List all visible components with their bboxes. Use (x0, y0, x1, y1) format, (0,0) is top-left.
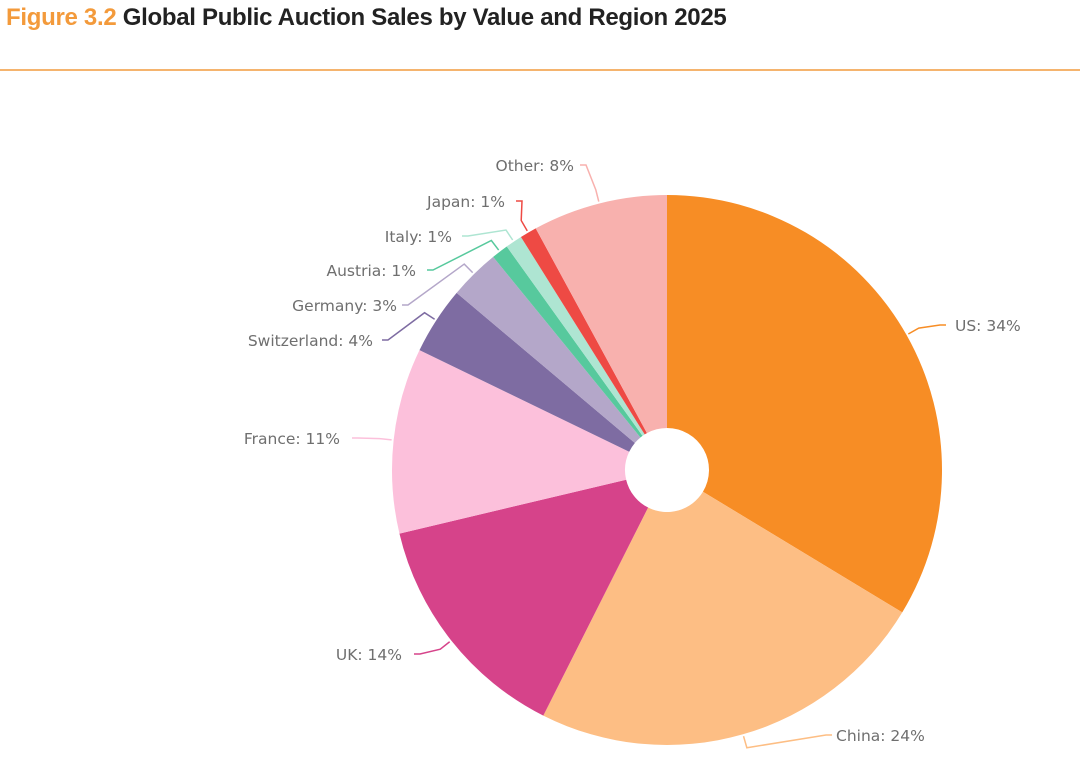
data-label-france: France: 11% (244, 430, 340, 448)
data-label-us: US: 34% (955, 317, 1021, 335)
slice-japan (520, 228, 647, 435)
leader-line-switzerland (382, 311, 436, 341)
slice-us (667, 195, 942, 613)
slice-uk (399, 479, 649, 716)
data-label-switzerland: Switzerland: 4% (248, 332, 373, 350)
leader-line-other (580, 164, 600, 202)
leader-line-japan (516, 200, 528, 232)
leader-line-austria (427, 239, 500, 271)
data-label-china: China: 24% (836, 727, 925, 745)
data-label-uk: UK: 14% (336, 646, 402, 664)
slice-germany (456, 256, 641, 443)
slice-france (392, 350, 630, 534)
slice-china (543, 491, 903, 745)
data-label-japan: Japan: 1% (426, 193, 505, 211)
slice-italy (506, 236, 645, 436)
leader-line-uk (414, 641, 451, 655)
slice-switzerland (419, 292, 635, 452)
chart-title: Figure 3.2 Global Public Auction Sales b… (6, 4, 727, 32)
figure-number: Figure 3.2 (6, 4, 117, 31)
data-label-austria: Austria: 1% (327, 262, 417, 280)
data-label-other: Other: 8% (496, 157, 574, 175)
data-label-italy: Italy: 1% (385, 228, 452, 246)
leader-line-italy (462, 229, 514, 241)
leader-line-china (742, 734, 832, 749)
leader-line-us (907, 324, 946, 335)
slice-austria (493, 246, 643, 438)
slice-other (535, 195, 667, 434)
leader-line-france (352, 437, 392, 441)
title-text: Global Public Auction Sales by Value and… (122, 4, 727, 31)
title-divider (0, 69, 1080, 71)
leader-line-germany (402, 263, 474, 306)
data-label-germany: Germany: 3% (292, 297, 397, 315)
